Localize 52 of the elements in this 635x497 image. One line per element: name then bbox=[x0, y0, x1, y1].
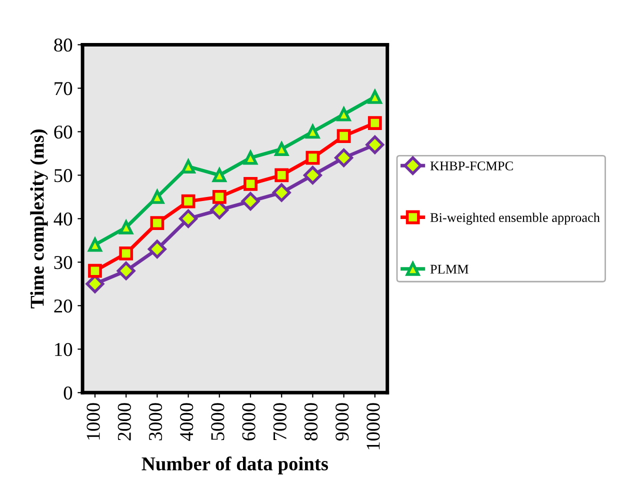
x-tick-label: 3000 bbox=[148, 403, 162, 440]
point bbox=[150, 190, 164, 204]
point bbox=[212, 190, 226, 204]
point bbox=[274, 142, 289, 156]
point bbox=[181, 160, 196, 174]
point bbox=[306, 150, 320, 165]
y-tick-label: 80 bbox=[54, 38, 72, 52]
point bbox=[334, 148, 354, 168]
point bbox=[212, 168, 226, 182]
point bbox=[241, 192, 260, 211]
x-tick-label: 7000 bbox=[273, 403, 286, 440]
point bbox=[303, 166, 322, 184]
point bbox=[306, 124, 320, 139]
legend-label: Bi-weighted ensemble approach bbox=[430, 212, 600, 225]
point bbox=[148, 240, 166, 258]
x-tick-label: 1000 bbox=[86, 403, 100, 440]
point bbox=[368, 90, 382, 104]
point bbox=[244, 176, 258, 191]
point bbox=[179, 209, 198, 228]
x-tick-label: 8000 bbox=[304, 403, 318, 440]
y-axis-title: Time complexity (ms) bbox=[30, 130, 48, 308]
point bbox=[119, 220, 134, 234]
point bbox=[336, 107, 351, 122]
point bbox=[119, 246, 134, 260]
point bbox=[181, 194, 196, 208]
point bbox=[274, 168, 289, 182]
x-axis-title: Number of data points bbox=[142, 456, 328, 474]
x-tick-label: 6000 bbox=[242, 403, 256, 440]
x-tick-label: 4000 bbox=[180, 403, 194, 441]
point bbox=[366, 136, 384, 154]
y-tick-label: 30 bbox=[54, 256, 72, 270]
point bbox=[88, 264, 102, 278]
point bbox=[88, 238, 102, 252]
y-tick-label: 10 bbox=[55, 342, 72, 356]
y-tick-label: 60 bbox=[54, 126, 72, 139]
y-tick-label: 20 bbox=[54, 299, 72, 313]
point bbox=[244, 150, 258, 165]
x-tick-label: 2000 bbox=[118, 403, 131, 440]
x-tick-label: 9000 bbox=[336, 403, 349, 441]
legend-label: PLMM bbox=[430, 264, 468, 274]
point bbox=[272, 183, 291, 202]
point bbox=[368, 116, 382, 130]
y-tick-label: 70 bbox=[54, 82, 72, 96]
point bbox=[336, 129, 351, 143]
point bbox=[150, 216, 164, 230]
y-tick-label: 50 bbox=[54, 169, 72, 182]
x-tick-label: 5000 bbox=[211, 403, 224, 440]
x-tick-label: 10000 bbox=[366, 403, 380, 450]
y-tick-label: 0 bbox=[64, 386, 72, 400]
point bbox=[116, 262, 136, 280]
y-tick-label: 40 bbox=[54, 212, 72, 226]
legend-label: KHBP-FCMPC bbox=[430, 162, 513, 170]
